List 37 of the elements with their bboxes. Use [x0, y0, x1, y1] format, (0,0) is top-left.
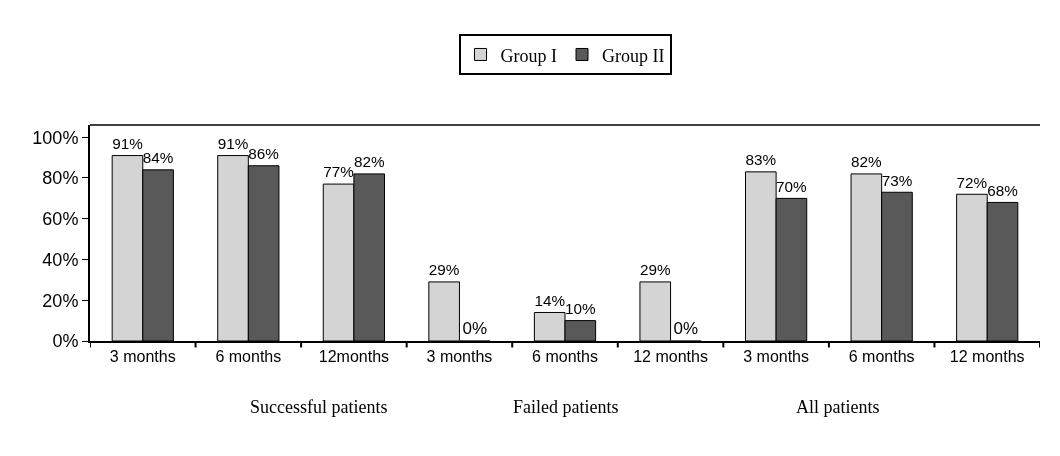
- y-tick-label: 20%: [42, 290, 79, 311]
- data-label: 86%: [248, 145, 280, 163]
- x-tick-label: 6 months: [848, 348, 915, 366]
- data-label: 29%: [639, 261, 671, 279]
- data-label: 0%: [673, 319, 699, 338]
- data-label: 29%: [428, 261, 460, 279]
- legend-label: Group I: [500, 45, 557, 66]
- data-label: 73%: [881, 171, 913, 189]
- text: Successful patients: [250, 397, 388, 417]
- text: Failed patients: [513, 397, 619, 417]
- data-label: 77%: [323, 163, 355, 181]
- x-tick-label: 12 months: [633, 348, 708, 366]
- data-label: 91%: [217, 134, 249, 152]
- x-tick-label: 3 months: [743, 348, 810, 366]
- y-tick-label: 40%: [42, 249, 79, 270]
- data-label: 14%: [534, 291, 566, 309]
- data-label: 91%: [112, 134, 144, 152]
- x-tick-label: 12months: [318, 348, 390, 366]
- x-tick-label: 12 months: [949, 348, 1025, 366]
- x-tick-label: 3 months: [109, 348, 176, 366]
- text: All patients: [796, 397, 880, 417]
- x-tick-label: 6 months: [215, 348, 282, 366]
- y-tick-label: 0%: [52, 331, 79, 352]
- y-tick-label: 80%: [42, 168, 79, 189]
- x-tick-label: 3 months: [426, 348, 493, 366]
- data-label: 72%: [956, 173, 988, 191]
- legend-label: Group II: [602, 45, 665, 66]
- data-label: 84%: [142, 149, 174, 167]
- y-tick-label: 60%: [42, 209, 79, 230]
- y-tick-label: 100%: [32, 127, 79, 148]
- data-label: 68%: [987, 181, 1019, 199]
- data-label: 82%: [353, 153, 385, 171]
- data-label: 10%: [565, 300, 597, 318]
- data-label: 0%: [462, 319, 488, 338]
- data-label: 83%: [745, 151, 777, 169]
- x-tick-label: 6 months: [532, 348, 598, 366]
- data-label: 82%: [851, 153, 883, 171]
